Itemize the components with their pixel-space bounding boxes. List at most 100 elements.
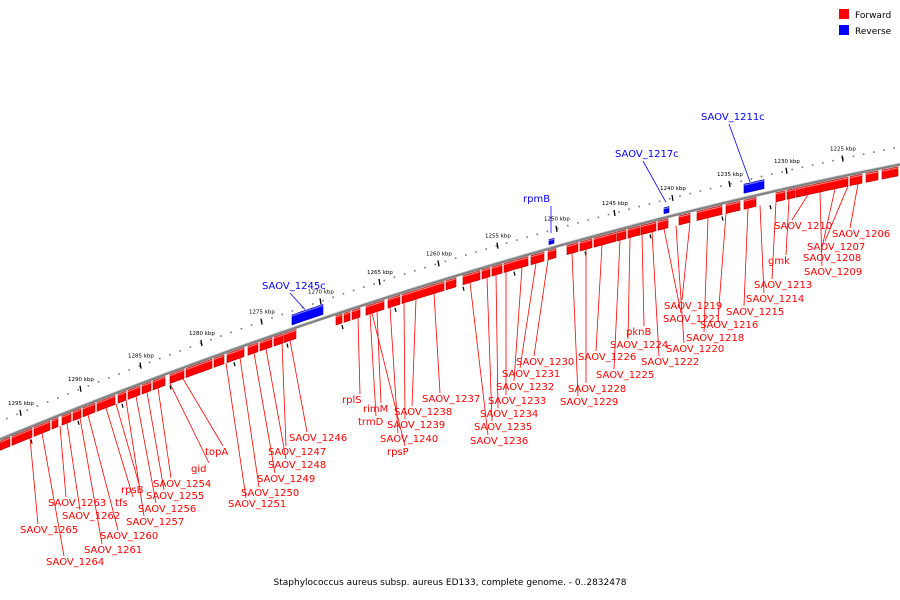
forward-gene-label: SAOV_1229 [560, 397, 618, 408]
forward-gene-leader [253, 353, 276, 474]
forward-gene-leader [239, 358, 260, 488]
ruler-dot [67, 393, 69, 395]
reverse-gene-shade [548, 238, 555, 242]
forward-gene-label: SAOV_1254 [153, 479, 211, 490]
forward-gene-label: SAOV_1263 [48, 498, 106, 509]
genome-caption: Staphylococcus aureus subsp. aureus ED13… [273, 578, 627, 588]
ruler-dot [577, 222, 579, 224]
ruler-dot [648, 203, 651, 205]
ruler-dot [485, 248, 487, 250]
legend-forward: Forward [839, 9, 891, 21]
tick-label: 1285 kbp [128, 354, 154, 360]
forward-gene-label: SAOV_1249 [257, 474, 315, 485]
forward-gene [616, 229, 627, 242]
ruler-dot [199, 342, 202, 345]
forward-gene-shade [117, 391, 127, 396]
forward-gene [273, 333, 284, 347]
ruler-dot [862, 153, 865, 156]
ruler-dot [587, 219, 589, 221]
ruler-dot [740, 180, 742, 183]
ruler-dot [57, 397, 59, 399]
forward-gene [725, 200, 741, 214]
ruler-dot [709, 187, 712, 190]
forward-gene-leader [495, 274, 499, 409]
gene-mark [462, 286, 465, 291]
forward-gene [503, 256, 529, 273]
forward-gene-leader [519, 263, 537, 369]
forward-gene-label: SAOV_1218 [686, 333, 744, 344]
forward-gene-shade [247, 343, 259, 348]
ruler-dot [658, 200, 661, 203]
forward-gene-label: SAOV_1238 [394, 407, 452, 418]
forward-gene-leader [115, 403, 140, 485]
ruler-dot [373, 282, 375, 285]
forward-gene [152, 375, 166, 391]
forward-gene-shade [775, 191, 786, 195]
ruler-dot [781, 171, 783, 173]
ruler-dot [16, 413, 18, 416]
ruler-tick [613, 209, 616, 217]
forward-gene-shade [169, 369, 185, 377]
ruler-dot [628, 208, 630, 210]
forward-gene [530, 251, 545, 266]
forward-gene-shade [462, 271, 481, 278]
ruler-dot [46, 401, 49, 403]
forward-gene-label: SAOV_1222 [641, 357, 699, 368]
ruler-dot [444, 260, 447, 263]
tick-label: 1245 kbp [602, 201, 628, 207]
forward-gene-leader [105, 407, 134, 498]
forward-gene-label: rpsP [387, 447, 409, 458]
forward-gene-shade [657, 219, 669, 223]
forward-gene-shade [82, 403, 96, 410]
forward-gene-leader [125, 400, 145, 517]
ruler-dot [169, 353, 171, 356]
legend-reverse: Reverse [839, 25, 891, 37]
forward-gene-shade [566, 242, 579, 248]
forward-gene-label: SAOV_1233 [488, 396, 546, 407]
forward-gene-shade [401, 281, 445, 297]
tick-label: 1295 kbp [8, 401, 34, 407]
forward-gene-leader [595, 244, 603, 352]
forward-gene-shade [11, 428, 33, 438]
ruler-dot [771, 173, 773, 175]
forward-gene-label: SAOV_1214 [746, 294, 804, 305]
ruler-dot [424, 266, 426, 269]
forward-gene-leader [289, 340, 308, 433]
forward-gene-label: SAOV_1232 [496, 382, 554, 393]
reverse-gene [548, 237, 555, 246]
ruler-dot [271, 317, 273, 319]
ruler-dot [699, 190, 702, 192]
forward-gene-label: SAOV_1260 [100, 531, 158, 542]
ruler-dot [148, 361, 151, 364]
forward-gene-label: trmD [358, 417, 384, 428]
forward-gene-leader [369, 313, 377, 417]
forward-gene [82, 402, 96, 418]
ruler-tick [378, 278, 381, 286]
ruler-dot [77, 389, 79, 391]
forward-gene-leader [571, 253, 579, 397]
reverse-gene [291, 303, 324, 326]
ruler-dot [189, 346, 192, 348]
forward-gene-label: SAOV_1261 [84, 545, 142, 556]
forward-gene-leader [41, 433, 65, 557]
gene-mark [769, 205, 772, 210]
legend-reverse-label: Reverse [855, 27, 892, 37]
forward-gene [213, 354, 225, 368]
reverse-gene-leader [289, 292, 306, 310]
forward-gene-shade [335, 314, 343, 318]
gene-mark [394, 307, 397, 312]
reverse-gene-label: SAOV_1217c [615, 149, 679, 160]
forward-gene-leader [411, 299, 417, 407]
forward-gene [226, 347, 245, 364]
forward-gene-label: SAOV_1224 [610, 340, 668, 351]
gene-mark [77, 420, 80, 425]
tick-label: 1250 kbp [544, 217, 570, 223]
ruler-tick [841, 155, 844, 162]
reverse-gene-leader [642, 160, 667, 203]
ruler-dot [893, 147, 895, 149]
forward-gene-label: SAOV_1262 [62, 511, 120, 522]
tick-label: 1235 kbp [717, 172, 743, 178]
ruler-dot [250, 324, 253, 326]
ruler-tick [437, 260, 440, 267]
ruler-dot [6, 417, 8, 420]
